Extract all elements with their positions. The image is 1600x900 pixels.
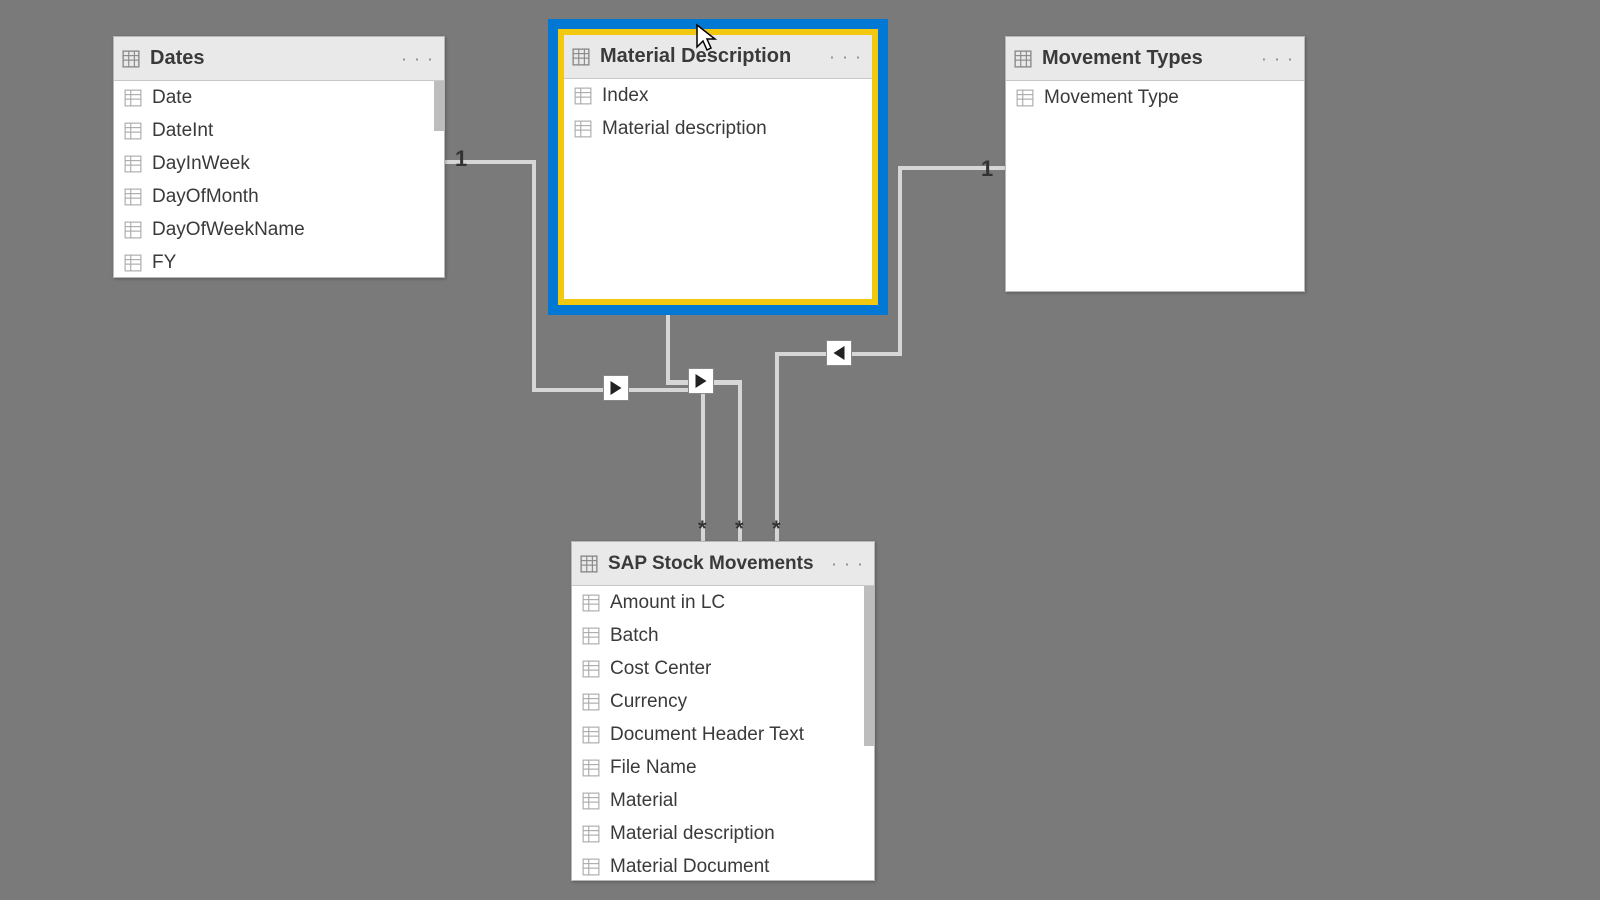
cardinality-many-2: * (735, 516, 744, 542)
field-label: Document Header Text (610, 724, 804, 746)
field-row[interactable]: Batch (572, 619, 874, 652)
column-icon (582, 594, 600, 612)
cardinality-one-dates: 1 (455, 146, 467, 172)
field-label: Batch (610, 625, 659, 647)
table-header[interactable]: Dates · · · (114, 37, 444, 81)
filter-direction-arrow[interactable] (826, 340, 852, 366)
column-icon (124, 122, 142, 140)
field-row[interactable]: Index (564, 79, 872, 112)
field-list[interactable]: Movement Type (1006, 81, 1304, 291)
field-row[interactable]: Material description (572, 817, 874, 850)
table-header[interactable]: SAP Stock Movements · · · (572, 542, 874, 586)
column-icon (124, 155, 142, 173)
field-label: Material (610, 790, 678, 812)
field-label: Material description (610, 823, 775, 845)
field-label: Cost Center (610, 658, 711, 680)
field-row[interactable]: DayInWeek (114, 147, 444, 180)
field-row[interactable]: Date (114, 81, 444, 114)
scrollbar-thumb[interactable] (864, 586, 874, 746)
field-row[interactable]: Movement Type (1006, 81, 1304, 114)
table-title: SAP Stock Movements (608, 553, 814, 575)
field-list[interactable]: Amount in LC Batch Cost Center Currency … (572, 586, 874, 880)
column-icon (574, 87, 592, 105)
field-row[interactable]: DayOfWeekName (114, 213, 444, 246)
table-menu-icon[interactable]: · · · (831, 553, 864, 574)
table-menu-icon[interactable]: · · · (829, 46, 862, 67)
table-material-description-selection[interactable]: Material Description · · · Index Materia… (548, 19, 888, 315)
field-label: FY (152, 252, 176, 274)
table-icon (122, 50, 140, 68)
column-icon (124, 188, 142, 206)
column-icon (582, 792, 600, 810)
cardinality-one-movement: 1 (981, 156, 993, 182)
column-icon (124, 89, 142, 107)
field-label: Material Document (610, 856, 769, 878)
field-row[interactable]: Document Header Text (572, 718, 874, 751)
field-label: Amount in LC (610, 592, 725, 614)
field-row[interactable]: Currency (572, 685, 874, 718)
table-icon (572, 48, 590, 66)
column-icon (582, 825, 600, 843)
table-header[interactable]: Movement Types · · · (1006, 37, 1304, 81)
table-title: Material Description (600, 45, 791, 68)
column-icon (582, 759, 600, 777)
field-label: DayOfWeekName (152, 219, 305, 241)
field-row[interactable]: File Name (572, 751, 874, 784)
filter-direction-arrow[interactable] (603, 375, 629, 401)
table-sap-stock-movements[interactable]: SAP Stock Movements · · · Amount in LC B… (571, 541, 875, 881)
field-list[interactable]: Index Material description (564, 79, 872, 299)
field-label: Date (152, 87, 192, 109)
column-icon (574, 120, 592, 138)
table-movement-types[interactable]: Movement Types · · · Movement Type (1005, 36, 1305, 292)
field-label: File Name (610, 757, 697, 779)
column-icon (124, 221, 142, 239)
field-label: Index (602, 85, 648, 107)
table-icon (580, 555, 598, 573)
field-label: DayInWeek (152, 153, 250, 175)
field-list[interactable]: Date DateInt DayInWeek DayOfMonth DayOfW… (114, 81, 444, 277)
column-icon (582, 726, 600, 744)
field-label: Currency (610, 691, 687, 713)
field-label: Material description (602, 118, 767, 140)
table-title: Movement Types (1042, 47, 1203, 70)
table-menu-icon[interactable]: · · · (1261, 48, 1294, 69)
field-row[interactable]: Material description (564, 112, 872, 145)
column-icon (582, 627, 600, 645)
field-row[interactable]: Cost Center (572, 652, 874, 685)
column-icon (582, 693, 600, 711)
field-row[interactable]: Amount in LC (572, 586, 874, 619)
table-dates[interactable]: Dates · · · Date DateInt DayInWeek DayOf… (113, 36, 445, 278)
field-row[interactable]: Material Document (572, 850, 874, 880)
field-row[interactable]: DayOfMonth (114, 180, 444, 213)
table-icon (1014, 50, 1032, 68)
cardinality-many-1: * (698, 516, 707, 542)
table-title: Dates (150, 47, 204, 70)
column-icon (582, 660, 600, 678)
field-row[interactable]: Material (572, 784, 874, 817)
column-icon (1016, 89, 1034, 107)
column-icon (124, 254, 142, 272)
field-label: Movement Type (1044, 87, 1179, 109)
column-icon (582, 858, 600, 876)
table-header[interactable]: Material Description · · · (564, 35, 872, 79)
field-label: DayOfMonth (152, 186, 259, 208)
scrollbar-thumb[interactable] (434, 81, 444, 131)
field-label: DateInt (152, 120, 213, 142)
cardinality-many-3: * (772, 516, 781, 542)
filter-direction-arrow[interactable] (688, 368, 714, 394)
field-row[interactable]: DateInt (114, 114, 444, 147)
table-menu-icon[interactable]: · · · (401, 48, 434, 69)
field-row[interactable]: FY (114, 246, 444, 277)
